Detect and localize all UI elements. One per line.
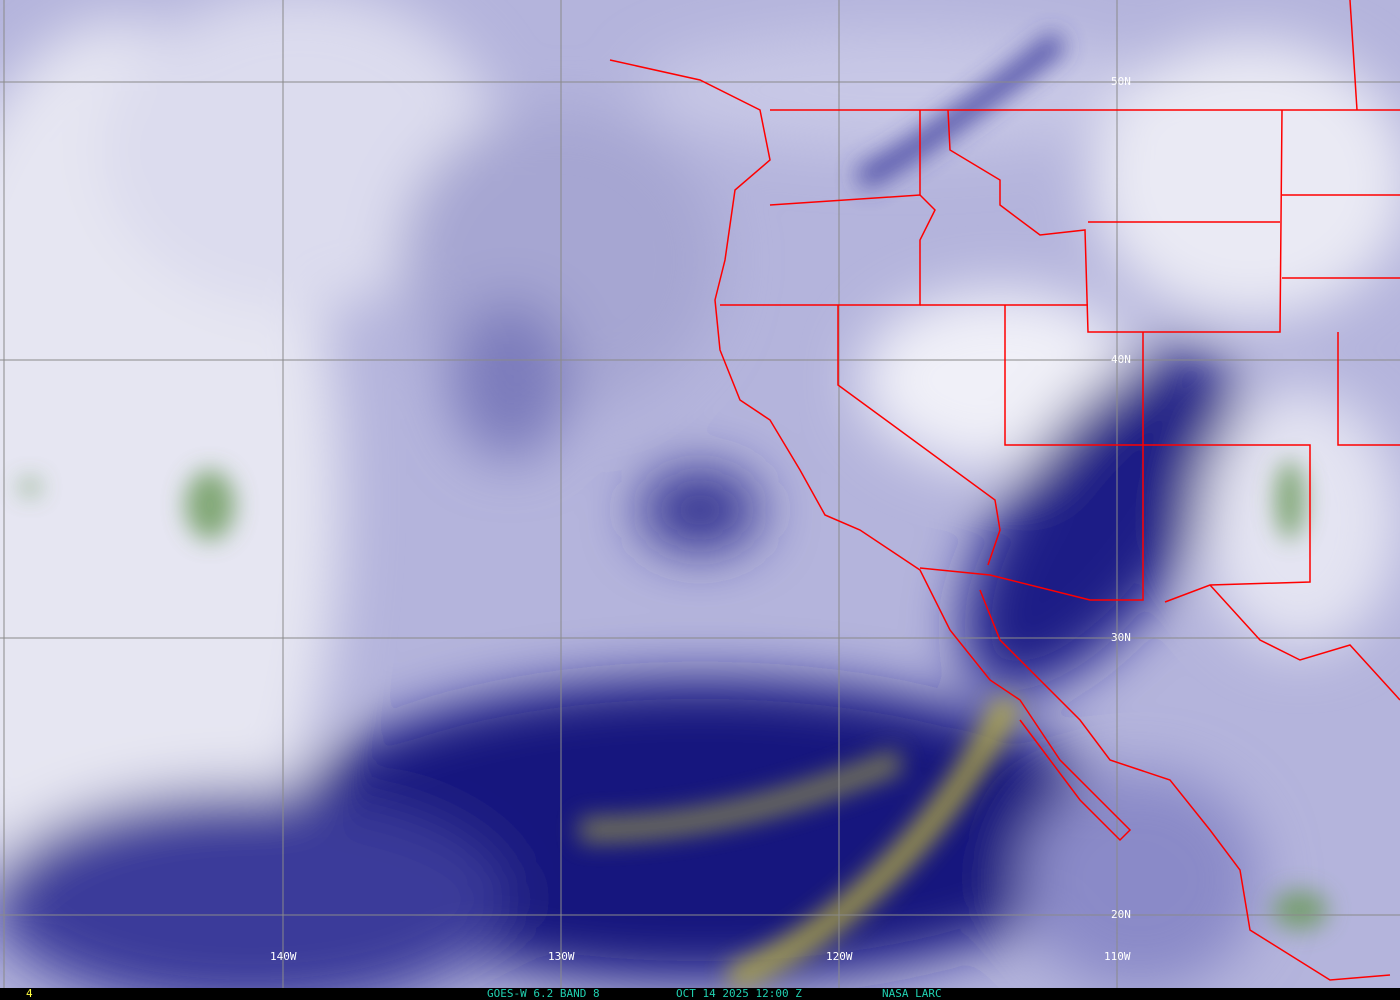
latitude-label-20n: 20N [1111, 908, 1131, 921]
longitude-label-140w: 140W [270, 950, 297, 963]
latitude-label-40n: 40N [1111, 353, 1131, 366]
timestamp-label: OCT 14 2025 12:00 Z [676, 987, 802, 1000]
credit-label: NASA LARC [882, 987, 942, 1000]
political-borders [609, 0, 1400, 981]
longitude-label-120w: 120W [826, 950, 853, 963]
latitude-label-50n: 50N [1111, 75, 1131, 88]
latitude-label-30n: 30N [1111, 631, 1131, 644]
image-caption-bar: 4 GOES-W 6.2 BAND 8 OCT 14 2025 12:00 Z … [0, 988, 1400, 1000]
satellite-band-label: GOES-W 6.2 BAND 8 [487, 987, 600, 1000]
longitude-label-130w: 130W [548, 950, 575, 963]
longitude-label-110w: 110W [1104, 950, 1131, 963]
frame-number: 4 [26, 987, 33, 1000]
